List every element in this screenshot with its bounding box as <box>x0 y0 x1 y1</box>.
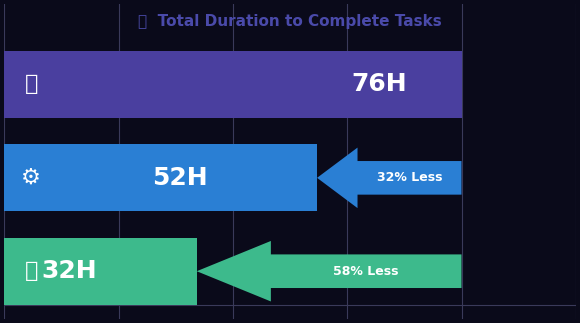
Text: 76H: 76H <box>351 72 407 97</box>
Polygon shape <box>317 148 462 208</box>
Bar <box>4 51 462 118</box>
Bar <box>4 144 317 212</box>
Text: ⛹: ⛹ <box>24 75 38 94</box>
Bar <box>4 238 197 305</box>
Text: 52H: 52H <box>151 166 207 190</box>
Text: 🧠: 🧠 <box>24 261 38 281</box>
Text: 58% Less: 58% Less <box>334 265 399 278</box>
Text: ⚙: ⚙ <box>21 168 41 188</box>
Polygon shape <box>197 241 462 301</box>
Text: ⏱  Total Duration to Complete Tasks: ⏱ Total Duration to Complete Tasks <box>138 15 442 29</box>
Text: 32H: 32H <box>42 259 97 283</box>
Text: 32% Less: 32% Less <box>377 171 443 184</box>
